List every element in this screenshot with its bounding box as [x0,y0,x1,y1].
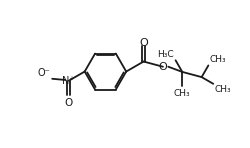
Text: O⁻: O⁻ [38,68,51,78]
Text: CH₃: CH₃ [210,55,226,64]
Text: H₃C: H₃C [157,50,174,59]
Text: N⁺: N⁺ [62,76,75,86]
Text: CH₃: CH₃ [174,89,190,98]
Text: O: O [139,38,148,48]
Text: O: O [158,62,167,72]
Text: CH₃: CH₃ [214,85,231,94]
Text: O: O [65,98,73,108]
